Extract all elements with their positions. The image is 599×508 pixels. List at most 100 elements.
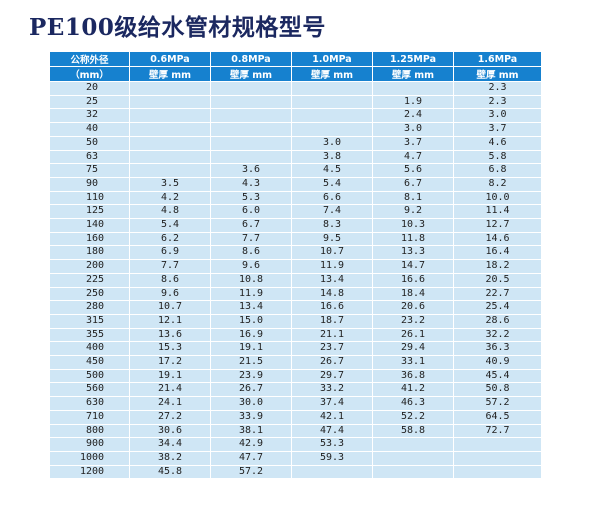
cell-thickness-1-6: 64.5 — [454, 410, 541, 425]
cell-thickness-1-25: 29.4 — [373, 342, 454, 357]
cell-nominal-diameter: 800 — [50, 424, 130, 439]
cell-thickness-1-25: 1.9 — [373, 95, 454, 110]
cell-thickness-1-25: 58.8 — [373, 424, 454, 439]
header-row-pressure: 公称外径 0.6MPa 0.8MPa 1.0MPa 1.25MPa 1.6MPa — [50, 52, 541, 67]
cell-thickness-1-25 — [373, 438, 454, 452]
cell-thickness-0-8 — [211, 82, 292, 96]
cell-nominal-diameter: 315 — [50, 314, 130, 329]
cell-thickness-1-25 — [373, 465, 454, 480]
table-row: 250 9.6 11.9 14.8 18.4 22.7 — [50, 287, 541, 302]
cell-thickness-1-6: 10.0 — [454, 191, 541, 206]
table-row: 560 21.4 26.7 33.2 41.2 50.8 — [50, 383, 541, 398]
cell-thickness-1-0: 18.7 — [292, 314, 373, 329]
table-row: 160 6.2 7.7 9.5 11.8 14.6 — [50, 232, 541, 247]
cell-thickness-0-8 — [211, 109, 292, 124]
cell-thickness-1-0: 14.8 — [292, 287, 373, 302]
cell-thickness-1-6 — [454, 438, 541, 452]
cell-thickness-1-6: 14.6 — [454, 232, 541, 247]
cell-thickness-0-8: 16.9 — [211, 328, 292, 343]
cell-thickness-0-6 — [130, 95, 211, 110]
cell-thickness-1-0: 53.3 — [292, 438, 373, 452]
cell-thickness-0-6: 9.6 — [130, 287, 211, 302]
cell-thickness-0-8: 21.5 — [211, 356, 292, 370]
header-pressure-0-6: 0.6MPa — [130, 52, 211, 67]
cell-nominal-diameter: 200 — [50, 260, 130, 274]
cell-thickness-1-6: 25.4 — [454, 301, 541, 315]
table-row: 280 10.7 13.4 16.6 20.6 25.4 — [50, 301, 541, 315]
cell-thickness-0-8: 19.1 — [211, 342, 292, 357]
header-pressure-1-6: 1.6MPa — [454, 52, 541, 67]
cell-thickness-1-25: 36.8 — [373, 369, 454, 384]
header-unit-mm: （mm） — [50, 67, 130, 82]
cell-thickness-0-8: 4.3 — [211, 177, 292, 192]
cell-thickness-0-8 — [211, 95, 292, 110]
table-row: 900 34.4 42.9 53.3 — [50, 438, 541, 452]
cell-thickness-1-6: 3.7 — [454, 123, 541, 137]
cell-thickness-0-6: 21.4 — [130, 383, 211, 398]
cell-thickness-1-25: 20.6 — [373, 301, 454, 315]
cell-thickness-0-8: 9.6 — [211, 260, 292, 274]
cell-nominal-diameter: 125 — [50, 205, 130, 220]
header-pressure-0-8: 0.8MPa — [211, 52, 292, 67]
cell-thickness-0-8: 7.7 — [211, 232, 292, 247]
table-row: 500 19.1 23.9 29.7 36.8 45.4 — [50, 369, 541, 384]
cell-thickness-0-8: 33.9 — [211, 410, 292, 425]
cell-thickness-1-25: 3.0 — [373, 123, 454, 137]
cell-thickness-1-0: 6.6 — [292, 191, 373, 206]
cell-thickness-1-25: 9.2 — [373, 205, 454, 220]
cell-thickness-1-6: 72.7 — [454, 424, 541, 439]
cell-thickness-1-0: 7.4 — [292, 205, 373, 220]
table-row: 90 3.5 4.3 5.4 6.7 8.2 — [50, 177, 541, 192]
cell-thickness-1-25: 11.8 — [373, 232, 454, 247]
header-row-units: （mm） 壁厚 mm 壁厚 mm 壁厚 mm 壁厚 mm 壁厚 mm — [50, 67, 541, 82]
table-row: 40 3.0 3.7 — [50, 123, 541, 137]
cell-thickness-1-25 — [373, 82, 454, 96]
cell-thickness-1-25: 6.7 — [373, 177, 454, 192]
cell-thickness-1-6: 11.4 — [454, 205, 541, 220]
cell-thickness-0-6: 4.8 — [130, 205, 211, 220]
cell-thickness-0-8: 8.6 — [211, 246, 292, 261]
table-row: 110 4.2 5.3 6.6 8.1 10.0 — [50, 191, 541, 206]
cell-nominal-diameter: 63 — [50, 150, 130, 165]
cell-thickness-0-6: 6.2 — [130, 232, 211, 247]
cell-nominal-diameter: 710 — [50, 410, 130, 425]
cell-nominal-diameter: 25 — [50, 95, 130, 110]
cell-nominal-diameter: 32 — [50, 109, 130, 124]
header-nominal-diameter: 公称外径 — [50, 52, 130, 67]
cell-thickness-1-6: 32.2 — [454, 328, 541, 343]
table-row: 315 12.1 15.0 18.7 23.2 28.6 — [50, 314, 541, 329]
cell-thickness-1-25: 16.6 — [373, 273, 454, 288]
table-row: 50 3.0 3.7 4.6 — [50, 136, 541, 151]
cell-thickness-1-6 — [454, 465, 541, 480]
cell-nominal-diameter: 1200 — [50, 465, 130, 480]
table-row: 75 3.6 4.5 5.6 6.8 — [50, 164, 541, 178]
cell-thickness-0-8: 10.8 — [211, 273, 292, 288]
cell-nominal-diameter: 75 — [50, 164, 130, 178]
cell-nominal-diameter: 140 — [50, 219, 130, 233]
cell-nominal-diameter: 180 — [50, 246, 130, 261]
cell-thickness-1-6: 45.4 — [454, 369, 541, 384]
table-row: 1200 45.8 57.2 — [50, 465, 541, 480]
cell-thickness-1-0 — [292, 95, 373, 110]
cell-thickness-1-25: 18.4 — [373, 287, 454, 302]
cell-thickness-0-8: 30.0 — [211, 397, 292, 411]
header-pressure-1-0: 1.0MPa — [292, 52, 373, 67]
table-row: 140 5.4 6.7 8.3 10.3 12.7 — [50, 219, 541, 233]
cell-nominal-diameter: 1000 — [50, 451, 130, 466]
cell-nominal-diameter: 400 — [50, 342, 130, 357]
cell-nominal-diameter: 50 — [50, 136, 130, 151]
cell-nominal-diameter: 560 — [50, 383, 130, 398]
cell-thickness-0-6 — [130, 109, 211, 124]
cell-thickness-1-0: 3.0 — [292, 136, 373, 151]
cell-thickness-1-6: 28.6 — [454, 314, 541, 329]
cell-thickness-1-0 — [292, 123, 373, 137]
cell-thickness-1-0: 37.4 — [292, 397, 373, 411]
cell-nominal-diameter: 900 — [50, 438, 130, 452]
cell-thickness-0-6 — [130, 136, 211, 151]
header-wall-thickness: 壁厚 mm — [130, 67, 211, 82]
cell-thickness-1-0: 59.3 — [292, 451, 373, 466]
cell-thickness-1-0: 29.7 — [292, 369, 373, 384]
cell-thickness-1-25: 3.7 — [373, 136, 454, 151]
cell-thickness-1-6: 40.9 — [454, 356, 541, 370]
cell-thickness-1-6: 2.3 — [454, 82, 541, 96]
